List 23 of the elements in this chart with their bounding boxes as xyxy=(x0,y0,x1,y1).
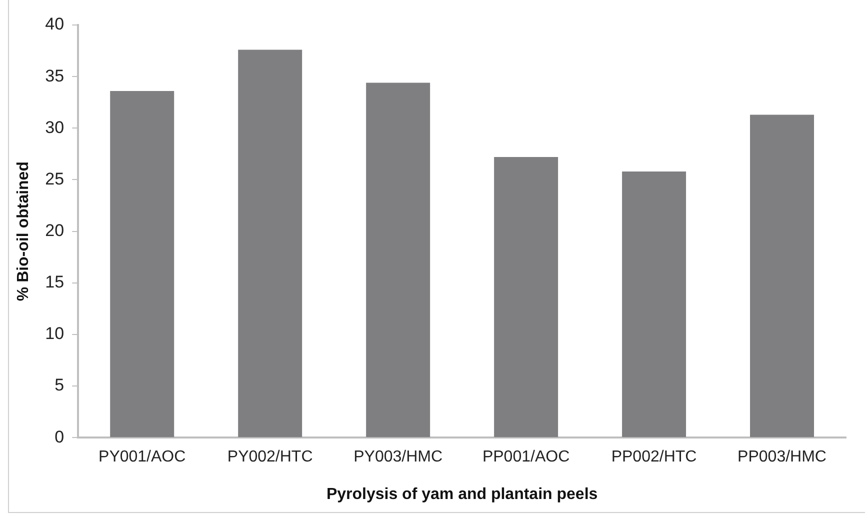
x-axis-title: Pyrolysis of yam and plantain peels xyxy=(326,486,598,503)
bar xyxy=(110,91,174,438)
bar xyxy=(750,114,814,438)
x-tick-label: PY002/HTC xyxy=(227,448,313,466)
x-tick-label: PY001/AOC xyxy=(98,448,186,466)
y-tick-label: 30 xyxy=(45,118,64,137)
bar xyxy=(238,50,302,438)
x-tick-label: PP002/HTC xyxy=(611,448,697,466)
x-tick-label: PY003/HMC xyxy=(354,448,443,466)
y-tick-label: 25 xyxy=(45,169,64,188)
x-tick-label: PP003/HMC xyxy=(738,448,826,466)
y-axis-title: % Bio-oil obtained xyxy=(15,162,32,302)
y-tick-label: 0 xyxy=(54,427,64,446)
y-tick-label: 35 xyxy=(45,66,64,86)
y-tick-label: 20 xyxy=(45,220,64,240)
bar xyxy=(366,82,430,438)
y-tick-label: 5 xyxy=(54,376,64,395)
x-tick-label: PP001/AOC xyxy=(482,448,570,466)
y-tick-label: 40 xyxy=(45,14,64,34)
bar xyxy=(494,157,558,438)
y-tick-label: 15 xyxy=(45,272,64,292)
y-tick-label: 10 xyxy=(45,324,64,344)
bar xyxy=(622,171,686,438)
